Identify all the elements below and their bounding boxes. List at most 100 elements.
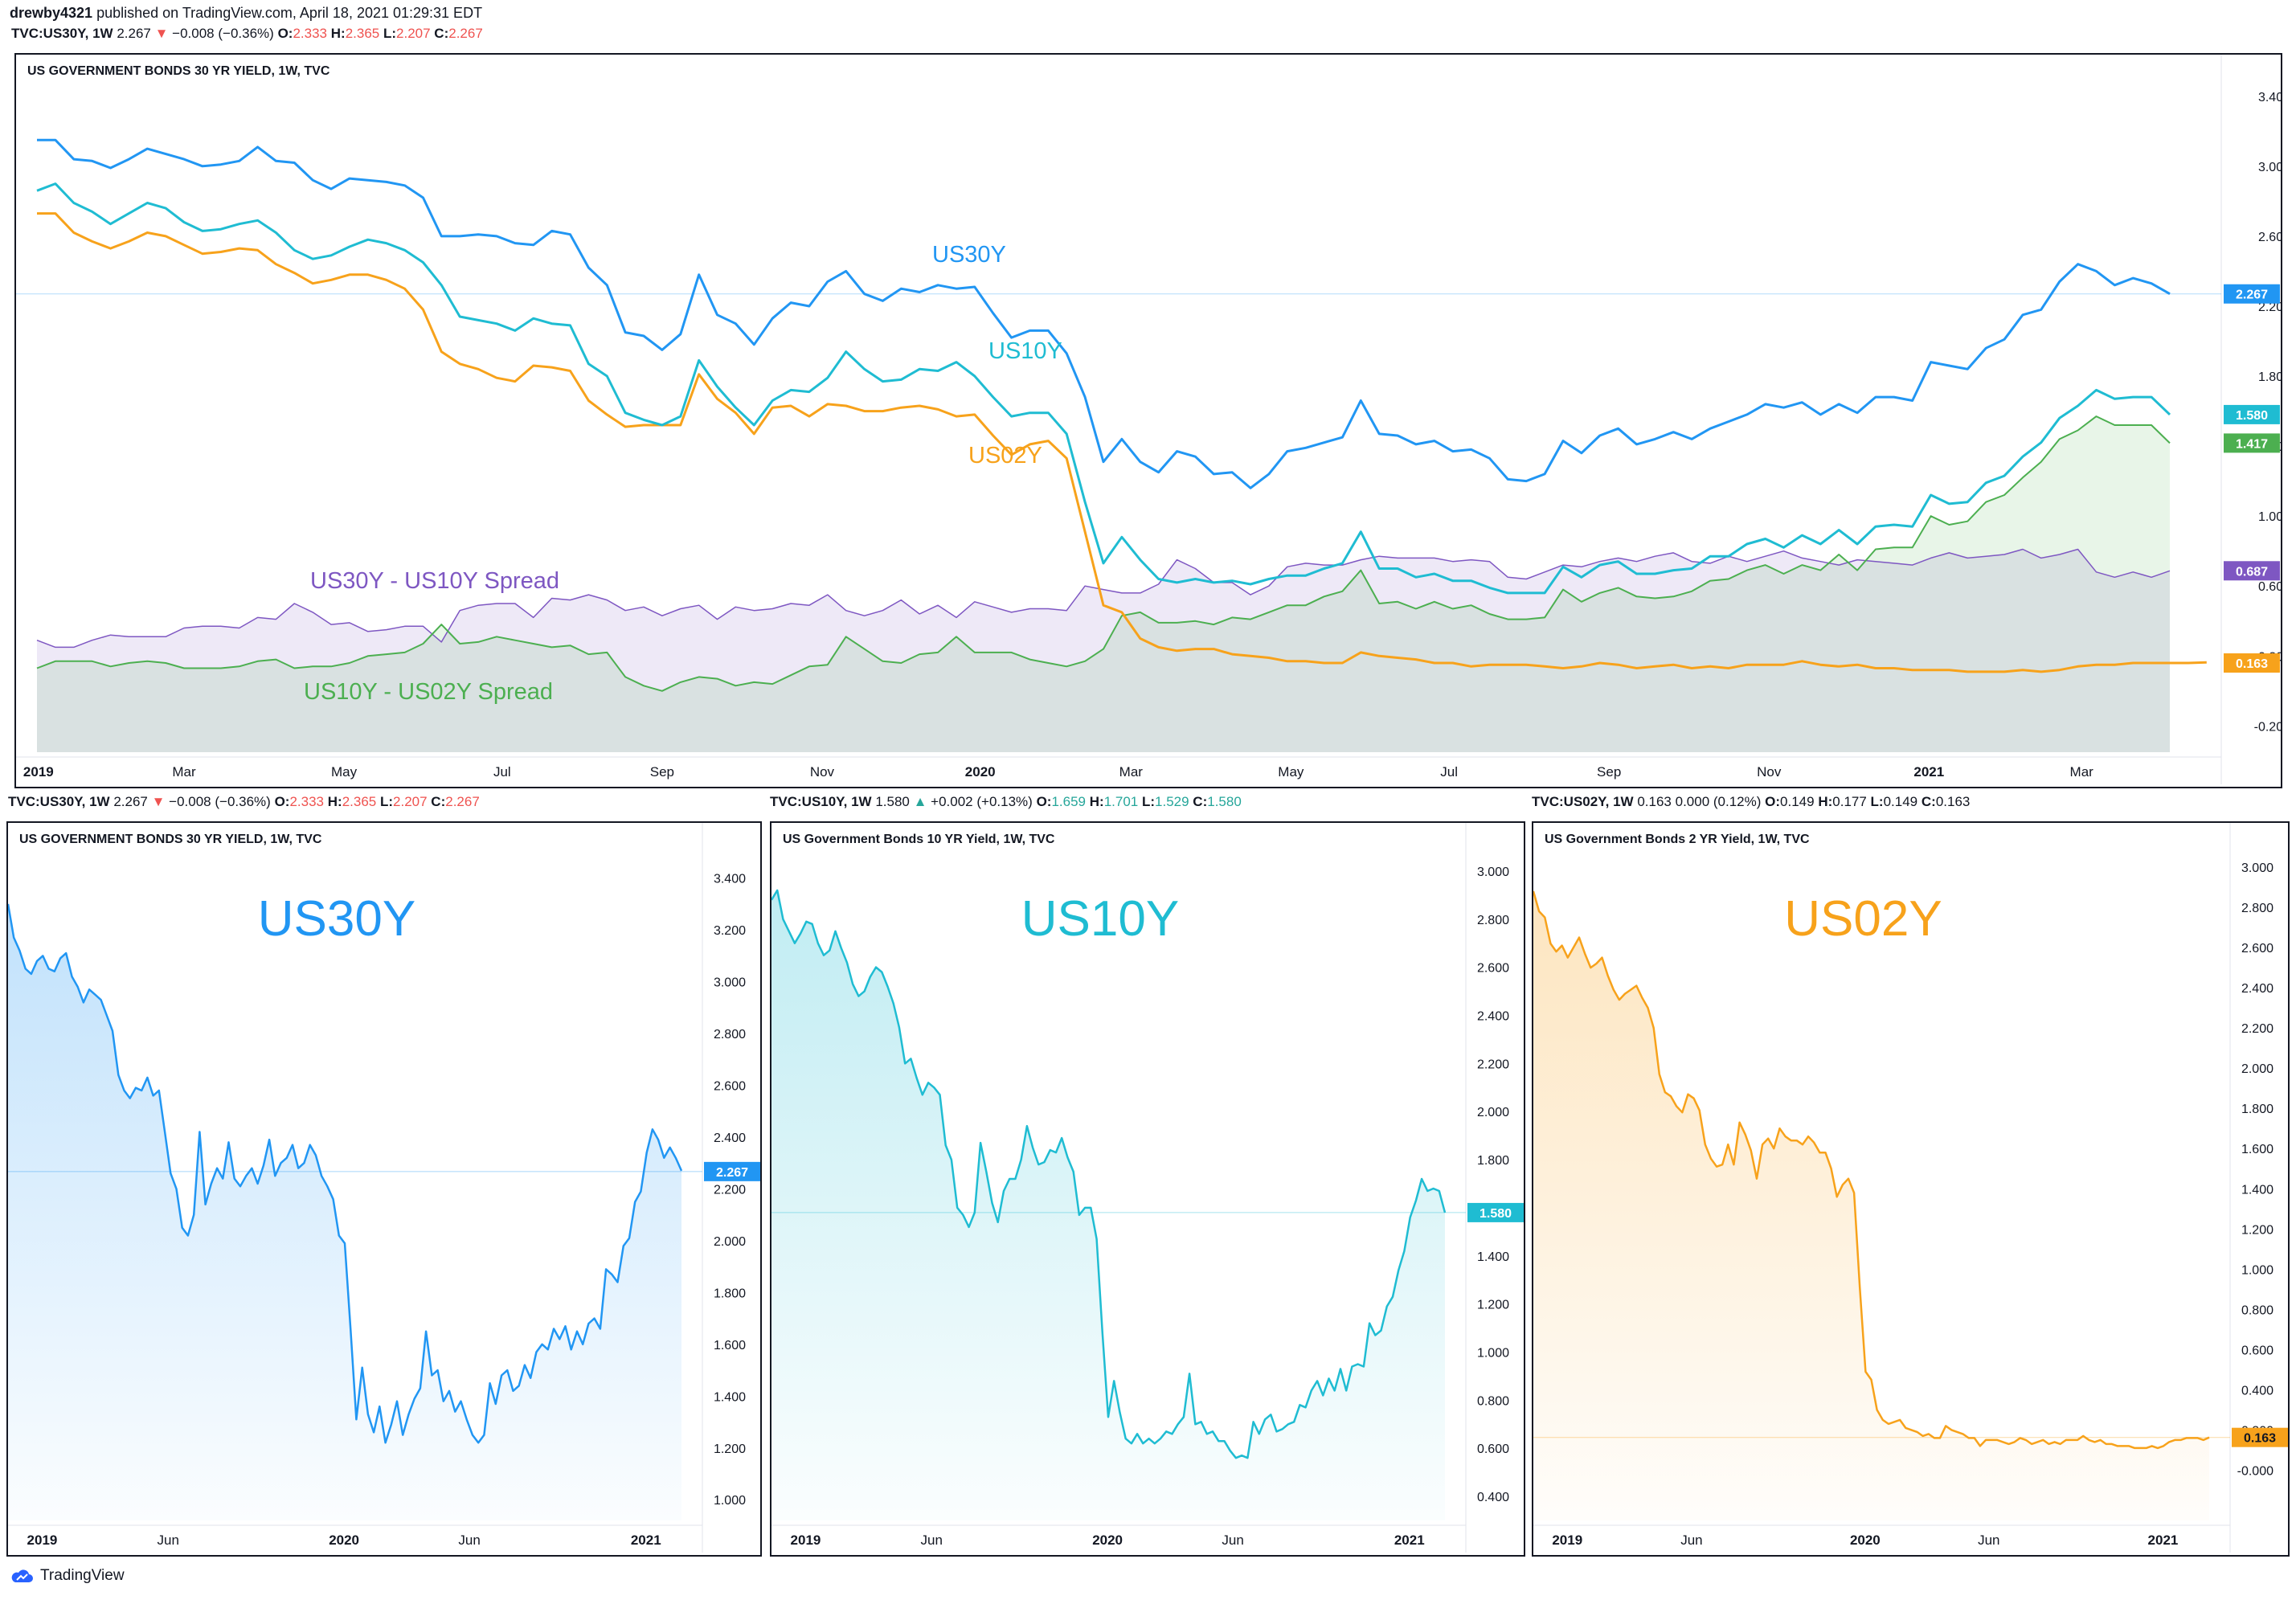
yield-line (8, 903, 683, 1444)
us10-change: +0.002 (+0.13%) (931, 794, 1033, 809)
y-tick-label: 1.000 (714, 1494, 746, 1508)
price-change: −0.008 (−0.36%) (172, 26, 274, 41)
y-tick-label: 0.800 (1477, 1394, 1509, 1408)
y-tick-label: 2.400 (2241, 982, 2273, 996)
area-fill (1533, 891, 2209, 1520)
price-label-box (1467, 1202, 1524, 1222)
us30y-line (37, 138, 2171, 489)
x-tick-label: Nov (810, 764, 835, 780)
y-tick-label: 1.000 (2241, 1263, 2273, 1277)
price-label-box (2224, 653, 2280, 673)
y-tick-label: 3.000 (2241, 861, 2273, 875)
us10-chart-panel[interactable]: US Government Bonds 10 YR Yield, 1W, TVC… (770, 821, 1525, 1557)
x-tick-label: 2020 (329, 1532, 359, 1548)
series-annotation: US30Y - US10Y Spread (310, 568, 559, 594)
y-tick-label: 3.200 (714, 924, 746, 938)
y-tick-label: 1.600 (2241, 1143, 2273, 1156)
area-chart-plot: US10Y 3.000 2.800 2.600 2.400 2.200 2.000 1.800… (771, 823, 1524, 1553)
us30-close-label: C: (431, 794, 446, 809)
us30-close: 2.267 (445, 794, 480, 809)
watermark-label: US10Y (1021, 891, 1179, 947)
x-tick-label: Mar (172, 764, 196, 780)
us30-change: −0.008 (−0.36%) (169, 794, 271, 809)
x-tick-label: Jun (1222, 1532, 1243, 1548)
y-tick-label: -0.000 (2237, 1464, 2273, 1478)
us30-quote-line: TVC:US30Y, 1W 2.267 ▼ −0.008 (−0.36%) O:… (8, 794, 480, 810)
price-label-text: 0.163 (2244, 1432, 2276, 1446)
y-tick-label: 2.600 (2241, 942, 2273, 955)
y-tick-label: 2.200 (1477, 1058, 1509, 1071)
x-tick-label: Jun (458, 1532, 480, 1548)
y-tick-label: 2.200 (714, 1183, 746, 1197)
series-annotation: US30Y (932, 242, 1006, 268)
y-tick-label: 2.200 (2258, 301, 2282, 314)
x-tick-label: 2021 (1913, 764, 1944, 780)
y-tick-label: 2.000 (1477, 1106, 1509, 1119)
us02-chart-svg[interactable]: US02Y 3.000 2.800 2.600 2.400 2.200 2.000 1.800… (1533, 823, 2290, 1557)
y-tick-label: 2.800 (1477, 914, 1509, 927)
open-label: O: (277, 26, 293, 41)
x-tick-label: Jun (921, 1532, 943, 1548)
x-tick-label: Mar (2070, 764, 2094, 780)
us10-chart-title: US Government Bonds 10 YR Yield, 1W, TVC (783, 833, 1055, 846)
price-label-box (2224, 561, 2280, 581)
x-tick-label: 2019 (27, 1532, 58, 1548)
y-tick-label: 0.400 (1477, 1491, 1509, 1504)
us02-chart-panel[interactable]: US Government Bonds 2 YR Yield, 1W, TVC … (1532, 821, 2290, 1557)
x-tick-label: Jun (1978, 1532, 1999, 1548)
cloud-icon (11, 1569, 33, 1582)
price-label-text: 0.163 (2236, 657, 2268, 671)
author-name[interactable]: drewby4321 (10, 5, 93, 21)
us10-low: 1.529 (1155, 794, 1189, 809)
main-chart-panel[interactable]: US GOVERNMENT BONDS 30 YR YIELD, 1W, TVC… (14, 53, 2282, 788)
price-label-box (2224, 284, 2280, 304)
x-tick-label: Sep (650, 764, 674, 780)
x-tick-label: Sep (1597, 764, 1621, 780)
x-tick-label: 2019 (23, 764, 54, 780)
y-tick-label: 2.600 (1477, 962, 1509, 976)
series-annotation: US10Y (988, 338, 1062, 364)
watermark-label: US30Y (258, 891, 415, 947)
us30-down-arrow-icon: ▼ (151, 794, 166, 809)
x-tick-label: Jul (1440, 764, 1458, 780)
x-tick-label: 2021 (631, 1532, 661, 1548)
main-chart-svg[interactable]: 3.4003.0002.6002.2001.8001.4001.0000.600… (16, 55, 2282, 788)
us02-close-label: C: (1921, 794, 1936, 809)
y-tick-label: 2.000 (2241, 1062, 2273, 1076)
us02-last: 0.163 (1637, 794, 1672, 809)
us10-last: 1.580 (875, 794, 910, 809)
y-tick-label: 3.400 (714, 873, 746, 886)
us30-chart-panel[interactable]: US GOVERNMENT BONDS 30 YR YIELD, 1W, TVC… (6, 821, 762, 1557)
x-tick-label: 2020 (1850, 1532, 1881, 1548)
close-value: 2.267 (448, 26, 483, 41)
x-tick-label: Jun (158, 1532, 179, 1548)
us02-symbol: TVC:US02Y, 1W (1532, 794, 1634, 809)
price-label-box (2224, 433, 2280, 453)
us30-chart-svg[interactable]: US30Y 3.400 3.200 3.000 2.800 2.600 2.400 2.200… (8, 823, 762, 1557)
y-tick-label: 1.600 (714, 1339, 746, 1352)
y-tick-label: 2.000 (714, 1235, 746, 1249)
y-tick-label: 2.800 (714, 1028, 746, 1041)
us10-high-label: H: (1089, 794, 1104, 809)
us02-low-label: L: (1870, 794, 1884, 809)
publish-info: drewby4321 published on TradingView.com,… (10, 5, 482, 22)
y-tick-label: 1.000 (1477, 1347, 1509, 1361)
price-label-text: 1.580 (2236, 409, 2268, 423)
y-tick-label: 0.600 (2258, 580, 2282, 594)
y-tick-label: 1.000 (2258, 510, 2282, 524)
high-value: 2.365 (345, 26, 380, 41)
tradingview-logo[interactable]: TradingView (10, 1567, 125, 1585)
y-tick-label: 1.200 (1477, 1299, 1509, 1312)
y-tick-label: 0.600 (2241, 1344, 2273, 1357)
us10-up-arrow-icon: ▲ (913, 794, 927, 809)
price-label-text: 2.267 (716, 1166, 748, 1180)
area-fill (8, 903, 681, 1520)
us30-high: 2.365 (342, 794, 377, 809)
us30-low-label: L: (379, 794, 394, 809)
price-label-text: 1.580 (1480, 1207, 1512, 1221)
x-tick-label: May (1278, 764, 1304, 780)
y-tick-label: 1.400 (1477, 1250, 1509, 1264)
us10-chart-svg[interactable]: US10Y 3.000 2.800 2.600 2.400 2.200 2.000 1.800… (771, 823, 1525, 1557)
us10-quote-line: TVC:US10Y, 1W 1.580 ▲ +0.002 (+0.13%) O:… (770, 794, 1242, 810)
footer-brand: TradingView (40, 1567, 125, 1584)
